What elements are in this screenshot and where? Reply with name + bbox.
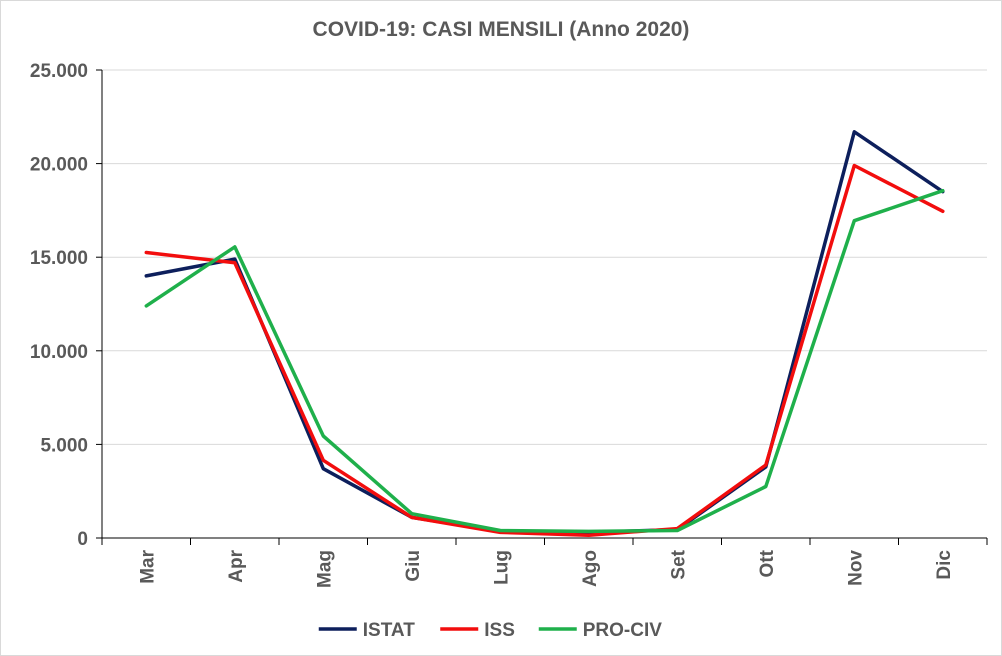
x-tick-label: Nov xyxy=(845,550,866,586)
x-tick-label: Giu xyxy=(403,550,424,582)
x-tick-label: Mar xyxy=(137,549,158,583)
legend-item: PRO-CIV xyxy=(538,620,663,641)
legend-label: ISS xyxy=(484,620,515,641)
legend-item: ISS xyxy=(440,620,515,641)
x-tick-label: Ott xyxy=(757,549,778,577)
series-line-pro-civ xyxy=(144,188,945,534)
chart-title: COVID-19: CASI MENSILI (Anno 2020) xyxy=(312,18,690,41)
x-tick-label: Dic xyxy=(934,550,955,580)
y-tick-label: 5.000 xyxy=(40,435,88,456)
x-tick-label: Mag xyxy=(314,550,335,588)
y-tick-label: 15.000 xyxy=(30,248,88,269)
legend-label: PRO-CIV xyxy=(583,620,663,641)
x-tick-label: Apr xyxy=(226,549,247,582)
legend-item: ISTAT xyxy=(318,620,415,641)
y-tick-label: 25.000 xyxy=(30,61,88,82)
series-lines xyxy=(144,130,945,537)
y-tick-label: 10.000 xyxy=(30,342,88,363)
x-tick-label: Lug xyxy=(491,550,512,585)
gridlines xyxy=(102,69,987,445)
legend-label: ISTAT xyxy=(363,620,415,641)
x-tick-label: Ago xyxy=(580,550,601,587)
axes: 0 5.000 10.000 15.000 20.000 25.000 Mar Apr Mag G… xyxy=(30,61,988,588)
x-tick-label: Set xyxy=(668,549,689,579)
series-line-iss xyxy=(144,163,945,537)
y-tick-label: 0 xyxy=(77,529,88,550)
legend: ISTAT ISS PRO-CIV xyxy=(318,620,663,641)
y-tick-label: 20.000 xyxy=(30,155,88,176)
